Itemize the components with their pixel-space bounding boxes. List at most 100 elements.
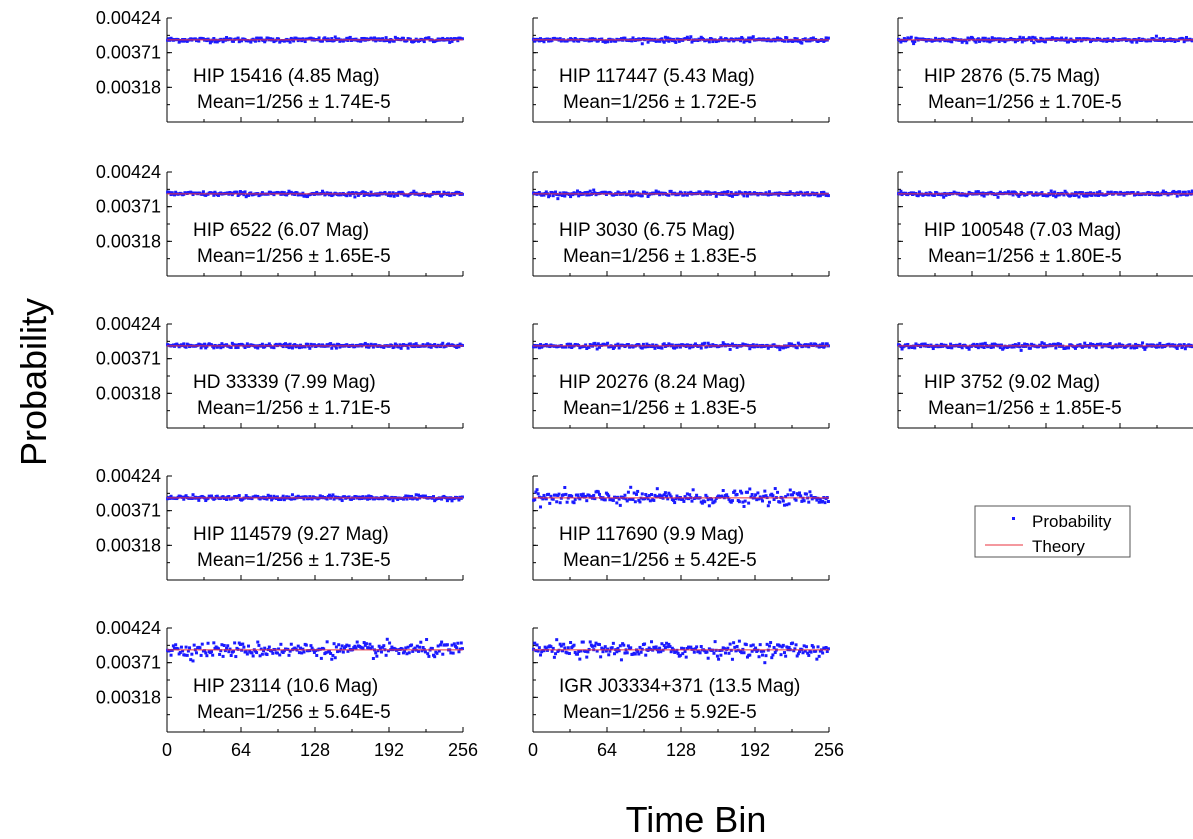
probability-point [282, 649, 286, 653]
probability-point [819, 345, 823, 349]
probability-point [560, 193, 564, 197]
probability-point [245, 652, 249, 656]
probability-point [198, 646, 202, 650]
probability-point [593, 191, 597, 195]
probability-point [566, 646, 570, 650]
probability-point [408, 496, 412, 500]
probability-point [308, 649, 312, 653]
probability-point [628, 190, 632, 194]
probability-point [305, 342, 309, 346]
probability-point [825, 650, 829, 654]
probability-point [778, 644, 782, 648]
probability-point [550, 649, 554, 653]
probability-point [726, 190, 730, 194]
x-tick-label: 192 [374, 740, 404, 760]
probability-point [168, 649, 172, 653]
probability-point [631, 190, 635, 194]
probability-point [396, 193, 400, 197]
probability-point [644, 345, 648, 349]
probability-point [584, 191, 588, 195]
probability-point [1190, 189, 1193, 193]
probability-point [673, 191, 677, 195]
probability-point [721, 192, 725, 196]
probability-point [966, 36, 970, 40]
probability-point [658, 39, 662, 43]
probability-point [724, 191, 728, 195]
probability-point [438, 345, 442, 349]
probability-point [445, 193, 449, 197]
probability-point [1011, 193, 1015, 197]
probability-point [630, 39, 634, 43]
probability-point [656, 190, 660, 194]
probability-point [260, 652, 264, 656]
probability-point [1030, 191, 1034, 195]
probability-point [1025, 193, 1029, 197]
probability-point [1117, 342, 1121, 346]
probability-point [271, 191, 275, 195]
probability-point [824, 36, 828, 40]
probability-point [539, 343, 543, 347]
probability-point [569, 641, 573, 645]
probability-point [233, 641, 237, 645]
probability-point [1039, 36, 1043, 40]
probability-point [537, 39, 541, 43]
probability-point [363, 341, 367, 345]
probability-point [573, 497, 577, 501]
probability-point [1179, 343, 1183, 347]
probability-point [740, 491, 744, 495]
probability-point [427, 345, 431, 349]
probability-point [426, 342, 430, 346]
probability-point [606, 492, 610, 496]
probability-point [179, 645, 183, 649]
probability-point [1030, 38, 1034, 42]
probability-point [411, 649, 415, 653]
probability-point [392, 39, 396, 43]
probability-point [719, 192, 723, 196]
probability-point [1182, 343, 1186, 347]
y-tick-label: 0.00424 [96, 618, 161, 638]
probability-point [408, 37, 412, 41]
probability-point [640, 346, 644, 350]
probability-point [383, 39, 387, 43]
probability-point [1075, 193, 1079, 197]
probability-point [809, 494, 813, 498]
probability-point [909, 191, 913, 195]
probability-point [1136, 191, 1140, 195]
probability-point [677, 39, 681, 43]
probability-point [1190, 39, 1193, 43]
probability-point [1187, 190, 1191, 194]
probability-point [353, 644, 357, 648]
probability-point [800, 499, 804, 503]
probability-point [533, 39, 537, 43]
probability-point [457, 345, 461, 349]
probability-point [373, 36, 377, 40]
probability-point [804, 645, 808, 649]
probability-point [577, 39, 581, 43]
probability-point [683, 649, 687, 653]
probability-point [767, 500, 771, 504]
probability-point [324, 651, 328, 655]
probability-point [337, 343, 341, 347]
legend-box [974, 505, 1131, 558]
probability-point [588, 37, 592, 41]
probability-point [370, 645, 374, 649]
probability-point [1087, 345, 1091, 349]
probability-point [587, 345, 591, 349]
probability-point [406, 346, 410, 350]
probability-point [628, 497, 632, 501]
probability-point [566, 342, 570, 346]
probability-point [681, 497, 685, 501]
probability-point [1095, 191, 1099, 195]
probability-point [902, 37, 906, 41]
probability-point [293, 193, 297, 197]
probability-point [423, 494, 427, 498]
probability-point [660, 37, 664, 41]
probability-point [325, 640, 329, 644]
probability-point [315, 653, 319, 657]
probability-point [715, 654, 719, 658]
probability-point [749, 644, 753, 648]
probability-point [1123, 37, 1127, 41]
probability-point [548, 501, 552, 505]
probability-point [751, 35, 755, 39]
probability-point [781, 499, 785, 503]
